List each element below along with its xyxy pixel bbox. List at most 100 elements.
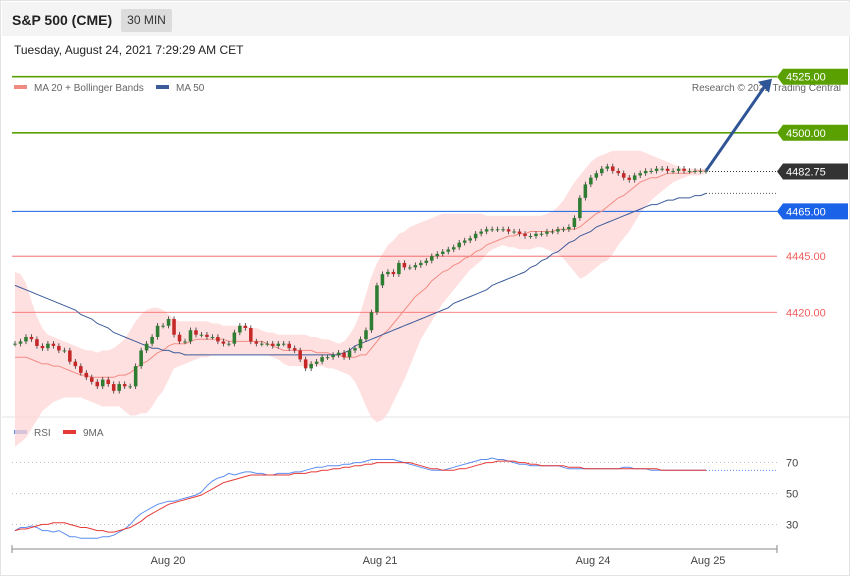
candle-body	[161, 325, 165, 327]
candle-body	[232, 332, 237, 344]
candle-body	[79, 366, 83, 373]
candle	[621, 170, 626, 181]
candle	[676, 166, 681, 174]
candle	[578, 195, 582, 221]
candle-body	[682, 168, 686, 171]
ma20-legend-label: MA 20 + Bollinger Bands	[34, 83, 144, 94]
time-axis: Aug 20 Aug 21 Aug 24 Aug 25	[11, 545, 778, 567]
rsi-line	[14, 457, 706, 539]
candle-body	[221, 341, 226, 344]
candle	[654, 166, 659, 174]
candle-body	[506, 229, 511, 232]
candle-body	[364, 330, 368, 340]
candle-body	[128, 386, 132, 388]
level-label-4420.00: 4420.00	[786, 307, 826, 319]
candle-body	[523, 233, 527, 236]
candle-body	[473, 233, 478, 239]
candle-body	[122, 384, 127, 387]
level-label-4482.75: 4482.75	[786, 166, 826, 178]
candle	[287, 341, 291, 351]
candle	[139, 347, 143, 369]
candle	[24, 334, 28, 345]
candle-body	[358, 339, 363, 349]
candle	[205, 332, 209, 340]
candle-body	[539, 233, 544, 235]
candle	[254, 338, 259, 347]
candle	[600, 166, 604, 176]
candle	[512, 228, 516, 235]
candle-body	[100, 379, 105, 387]
candle	[144, 341, 149, 354]
candle-body	[347, 350, 352, 358]
rsi-ma-legend-swatch	[63, 430, 76, 434]
candle-body	[397, 262, 401, 275]
candle	[298, 347, 302, 363]
candle-body	[654, 168, 659, 171]
candle	[419, 260, 423, 268]
candle-body	[621, 173, 626, 178]
forecast-arrow-head	[758, 78, 772, 93]
candle-body	[205, 334, 209, 337]
candle-body	[249, 327, 253, 342]
candle	[556, 226, 560, 235]
candle	[57, 343, 61, 354]
candle	[238, 323, 242, 336]
candle	[46, 341, 50, 351]
price-legend: MA 20 + Bollinger Bands MA 50 Research ©…	[14, 83, 841, 94]
candle-body	[331, 354, 335, 358]
rsi-tick-label-70: 70	[786, 458, 798, 470]
candle-body	[144, 343, 149, 351]
candle-body	[336, 352, 341, 355]
interval-badge[interactable]: 30 MIN	[121, 9, 172, 32]
candle	[490, 226, 494, 232]
candle-body	[698, 170, 703, 172]
candle	[693, 168, 697, 174]
candle	[665, 166, 670, 174]
candle	[216, 334, 220, 345]
rsi-legend-label: RSI	[34, 428, 51, 439]
level-label-4465.00: 4465.00	[786, 206, 826, 218]
candle-body	[314, 361, 319, 364]
candle-body	[430, 256, 434, 261]
x-tick-label: Aug 21	[363, 555, 398, 567]
candle	[314, 358, 319, 367]
candle	[583, 181, 588, 201]
ma20-legend-swatch	[14, 85, 27, 89]
candle-body	[550, 231, 555, 233]
candle	[128, 383, 132, 390]
candle	[122, 381, 127, 390]
candle-body	[638, 173, 642, 176]
candle	[468, 235, 472, 244]
x-tick-label: Aug 25	[691, 555, 726, 567]
candle-body	[704, 170, 708, 172]
candle	[440, 249, 445, 257]
candle	[534, 231, 538, 239]
candle-body	[676, 168, 681, 171]
candle	[391, 269, 396, 277]
candle	[698, 168, 703, 174]
chart-header: S&P 500 (CME) 30 MIN	[2, 2, 850, 36]
candle	[150, 334, 154, 347]
candle-body	[578, 197, 582, 219]
candle-body	[375, 285, 379, 313]
candle	[484, 226, 489, 235]
candle	[397, 260, 401, 277]
candle-body	[424, 260, 429, 263]
candle-body	[687, 170, 692, 172]
candle	[221, 338, 226, 347]
candle	[506, 226, 511, 235]
rsi-ma-legend-label: 9MA	[83, 428, 104, 439]
candle-body	[671, 170, 675, 172]
candle-body	[419, 262, 423, 266]
instrument-title: S&P 500 (CME)	[12, 12, 113, 28]
candle	[413, 262, 418, 271]
candle	[161, 323, 165, 329]
candle-body	[462, 240, 467, 243]
candle	[18, 338, 23, 347]
candle	[281, 341, 286, 347]
candle	[501, 226, 505, 232]
candle-body	[73, 361, 78, 367]
candle-body	[660, 168, 664, 170]
candle	[331, 352, 335, 360]
